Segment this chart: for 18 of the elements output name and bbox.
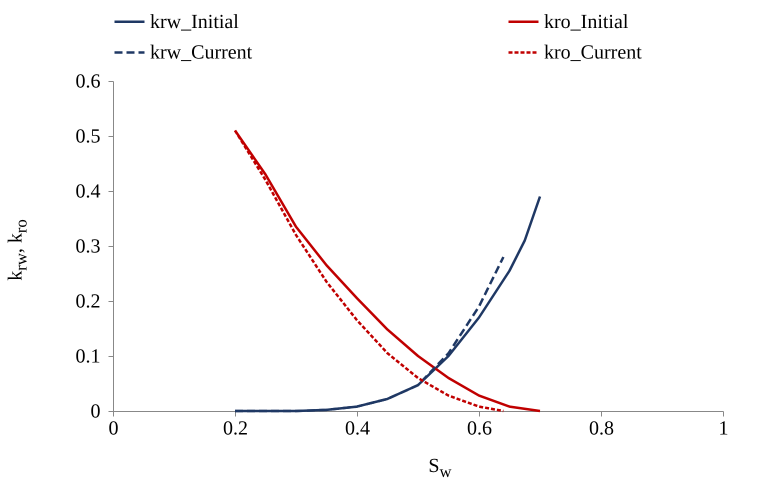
x-tick-label: 0.6: [467, 418, 492, 440]
y-tick-label: 0.5: [76, 126, 100, 148]
y-tick-label: 0.3: [76, 236, 100, 258]
legend-label: krw_Initial: [150, 10, 240, 33]
legend-label: kro_Current: [544, 42, 642, 64]
x-axis-title: S$_{w}$: [428, 455, 452, 482]
x-tick-label: 0: [108, 418, 118, 440]
y-tick-label: 0: [90, 400, 100, 422]
legend-label: kro_Initial: [544, 10, 629, 33]
x-tick-label: 1: [718, 418, 728, 440]
x-tick-label: 0.4: [345, 418, 370, 440]
x-tick-label: 0.8: [589, 418, 614, 440]
y-tick-label: 0.6: [76, 70, 100, 92]
x-tick-label: 0.2: [223, 418, 248, 440]
y-tick-label: 0.2: [76, 290, 100, 312]
y-tick-label: 0.1: [76, 346, 100, 368]
y-tick-label: 0.4: [76, 180, 100, 202]
legend-label: krw_Current: [150, 42, 253, 64]
